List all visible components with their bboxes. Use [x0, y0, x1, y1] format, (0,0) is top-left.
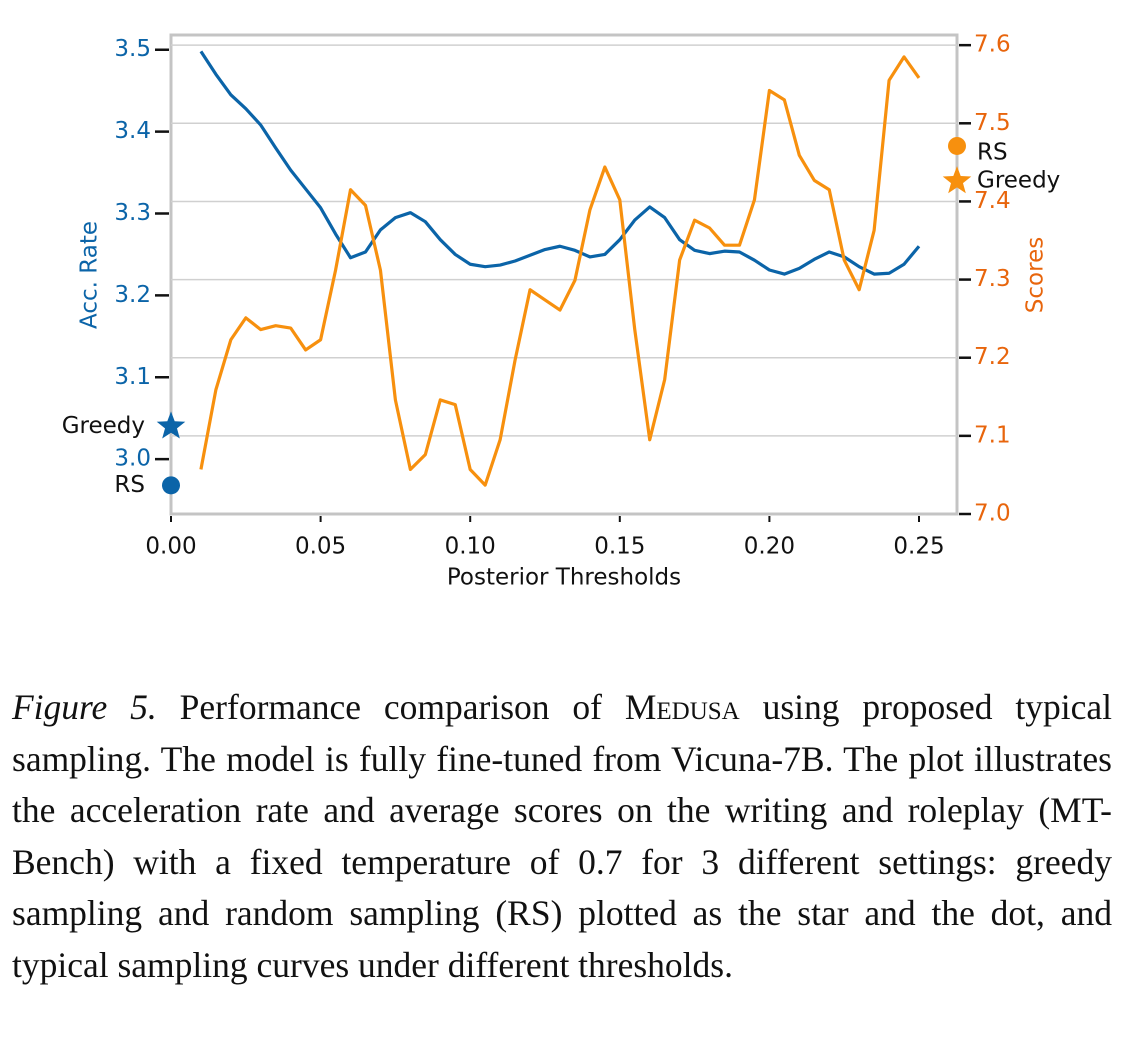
x-tick-label: 0.00	[145, 534, 196, 560]
caption-label: Figure 5.	[12, 687, 157, 727]
marker-label: Greedy	[62, 413, 145, 439]
y-tick-label: 3.1	[114, 364, 151, 390]
data-line	[199, 55, 921, 487]
y-tick-label: 3.5	[114, 36, 151, 62]
y-tick-label: 3.2	[114, 282, 151, 308]
y2-tick-label: 7.2	[974, 344, 1011, 370]
marker-label: Greedy	[977, 168, 1060, 194]
y-tick-label: 3.0	[114, 446, 151, 472]
x-tick-label: 0.15	[594, 534, 645, 560]
marker-label: RS	[114, 472, 145, 498]
y-axis-label: Acc. Rate	[77, 221, 103, 329]
caption-model-name: Medusa	[624, 687, 740, 727]
y2-axis-label: Scores	[1023, 237, 1049, 313]
plot-frame	[169, 33, 959, 516]
caption-text: Performance comparison of	[179, 687, 602, 727]
marker-dot	[948, 136, 966, 155]
y2-tick-label: 7.4	[974, 188, 1011, 214]
figure-caption: Figure 5. Performance comparison of Medu…	[12, 682, 1112, 991]
y2-tick-label: 7.6	[974, 32, 1011, 58]
y2-tick-label: 7.0	[974, 501, 1011, 527]
data-line	[199, 50, 921, 276]
caption-text: using proposed typical sampling. The mod…	[12, 687, 1113, 985]
x-axis-label: Posterior Thresholds	[447, 565, 681, 591]
marker-star	[156, 411, 186, 439]
x-tick-label: 0.25	[893, 534, 944, 560]
x-tick-label: 0.10	[445, 534, 496, 560]
y2-tick-label: 7.3	[974, 266, 1011, 292]
x-tick-label: 0.20	[744, 534, 795, 560]
y-tick-label: 3.4	[114, 118, 151, 144]
y2-tick-label: 7.5	[974, 110, 1011, 136]
y-tick-label: 3.3	[114, 200, 151, 226]
chart: Posterior Thresholds Acc. Rate Scores 7.…	[62, 32, 1061, 591]
y2-tick-label: 7.1	[974, 422, 1011, 448]
marker-dot	[162, 476, 180, 495]
marker-star	[942, 166, 972, 194]
x-tick-label: 0.05	[295, 534, 346, 560]
marker-label: RS	[977, 139, 1008, 165]
